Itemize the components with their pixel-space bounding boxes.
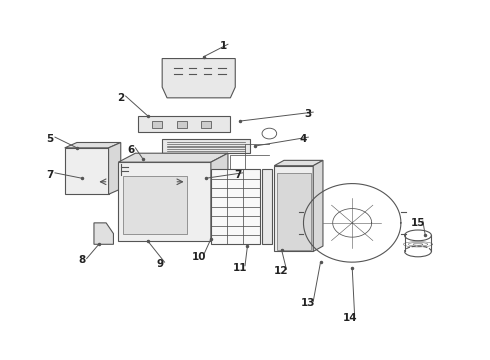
Polygon shape xyxy=(152,121,162,128)
Text: 13: 13 xyxy=(301,298,316,308)
Polygon shape xyxy=(313,160,323,251)
Polygon shape xyxy=(94,223,114,244)
Polygon shape xyxy=(162,59,235,98)
Polygon shape xyxy=(274,160,323,166)
Polygon shape xyxy=(274,166,313,251)
Text: 3: 3 xyxy=(305,109,312,119)
Text: 11: 11 xyxy=(233,262,247,273)
Polygon shape xyxy=(109,143,121,194)
Text: 10: 10 xyxy=(192,252,206,262)
Text: 6: 6 xyxy=(127,145,134,155)
Text: 7: 7 xyxy=(47,170,54,180)
Text: 9: 9 xyxy=(156,259,163,269)
Text: 14: 14 xyxy=(343,312,357,323)
Text: 12: 12 xyxy=(274,266,289,276)
Text: 5: 5 xyxy=(47,134,54,144)
Polygon shape xyxy=(162,139,250,153)
Polygon shape xyxy=(211,153,228,241)
Polygon shape xyxy=(177,121,187,128)
Polygon shape xyxy=(65,148,109,194)
Polygon shape xyxy=(65,143,121,148)
Text: 4: 4 xyxy=(300,134,307,144)
Text: 15: 15 xyxy=(411,218,425,228)
Text: 1: 1 xyxy=(220,41,227,51)
Text: 2: 2 xyxy=(117,93,124,103)
Polygon shape xyxy=(262,169,272,244)
Polygon shape xyxy=(123,176,187,234)
Polygon shape xyxy=(138,116,230,132)
Polygon shape xyxy=(118,153,228,162)
Polygon shape xyxy=(277,173,311,249)
Polygon shape xyxy=(211,169,260,244)
Polygon shape xyxy=(118,162,211,241)
Polygon shape xyxy=(201,121,211,128)
Text: 8: 8 xyxy=(78,255,85,265)
Text: 7: 7 xyxy=(234,170,242,180)
